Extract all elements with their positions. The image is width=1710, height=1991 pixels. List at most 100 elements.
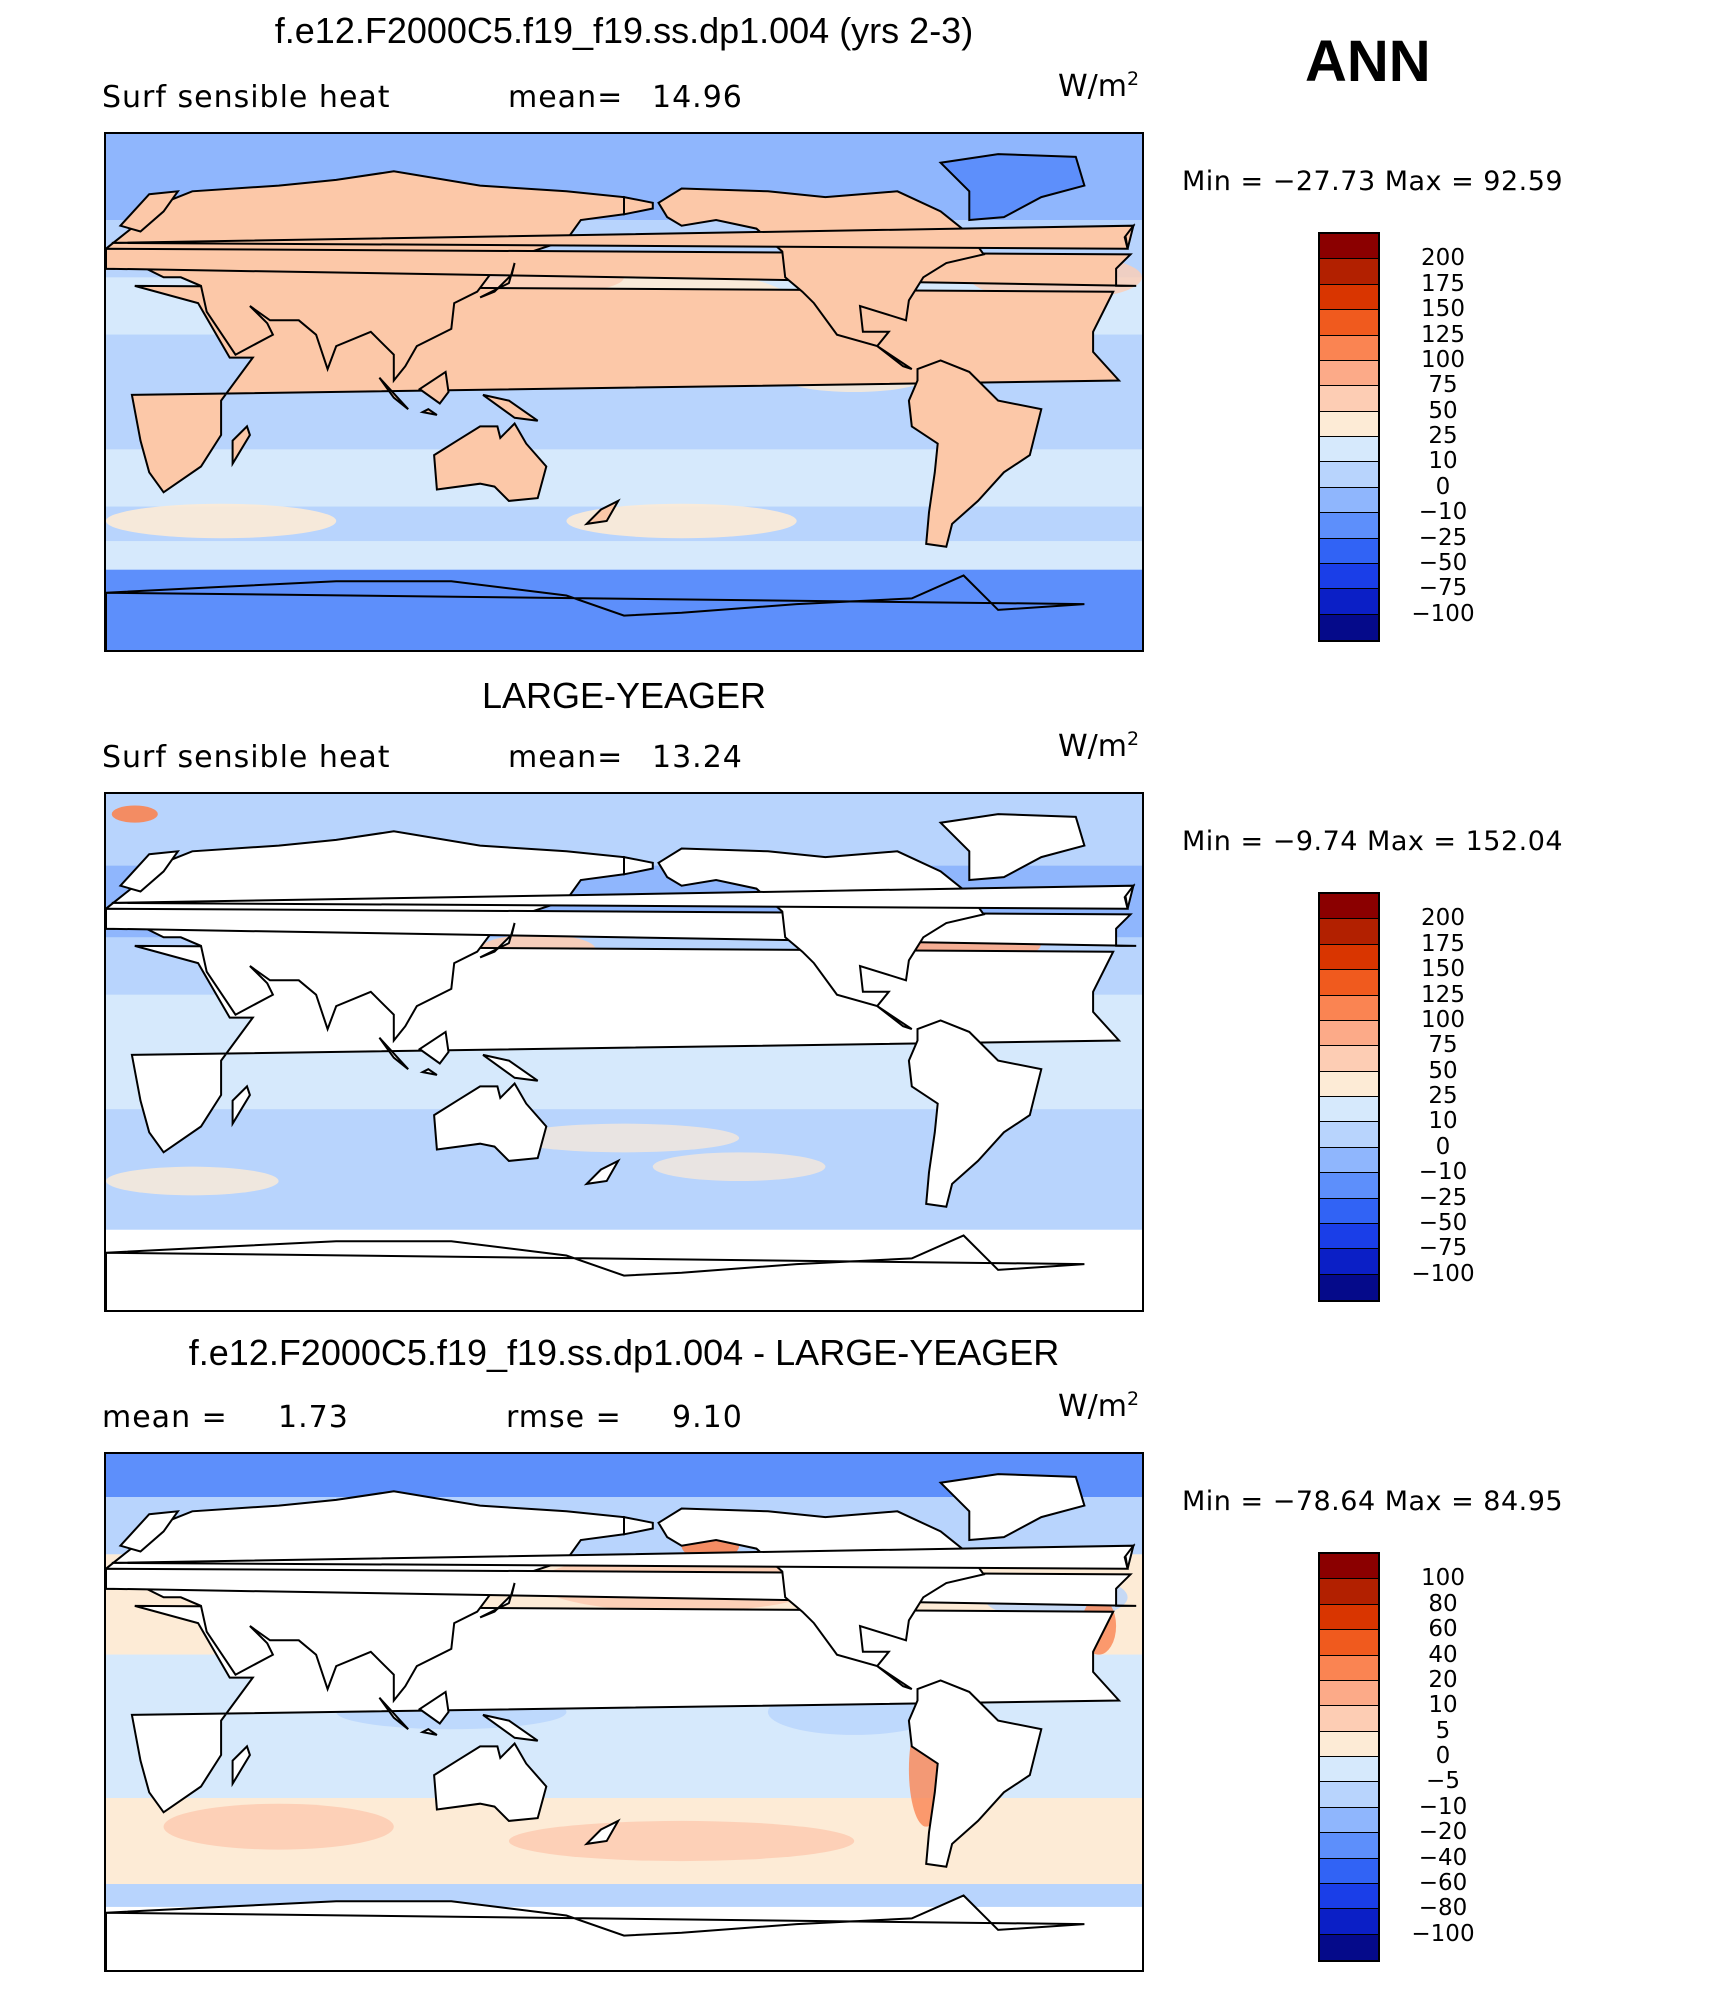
colorbar-swatch bbox=[1320, 1274, 1378, 1300]
colorbar-swatch bbox=[1320, 1680, 1378, 1707]
coastline bbox=[938, 1473, 1086, 1542]
panel-3-min-max: Min = −78.64 Max = 84.95 bbox=[1182, 1486, 1564, 1517]
coastline bbox=[378, 1037, 409, 1070]
colorbar-swatch bbox=[1320, 1909, 1378, 1935]
contour-band bbox=[106, 1166, 1142, 1230]
colorbar-label: 100 bbox=[1421, 1565, 1465, 1592]
colorbar-label: −10 bbox=[1418, 1793, 1468, 1820]
colorbar-label: −25 bbox=[1418, 1184, 1468, 1211]
coastline bbox=[118, 850, 180, 893]
coastline bbox=[907, 1019, 1043, 1208]
contour-band bbox=[106, 1906, 1142, 1970]
colorbar-label: 100 bbox=[1421, 346, 1465, 373]
colorbar-label: −75 bbox=[1418, 1235, 1468, 1262]
colorbar-label: −50 bbox=[1418, 549, 1468, 576]
colorbar-swatch bbox=[1320, 1071, 1378, 1097]
contour-region bbox=[508, 1820, 855, 1862]
colorbar-swatch bbox=[1320, 462, 1378, 488]
colorbar-label: 200 bbox=[1421, 905, 1465, 932]
colorbar-label: −5 bbox=[1426, 1768, 1460, 1795]
coastline bbox=[106, 1894, 1085, 1970]
colorbar-swatch bbox=[1320, 1198, 1378, 1224]
colorbar-label: −75 bbox=[1418, 575, 1468, 602]
coastline bbox=[111, 224, 1136, 250]
panel-2-min-max: Min = −9.74 Max = 152.04 bbox=[1182, 826, 1564, 857]
colorbar-swatch bbox=[1320, 1147, 1378, 1174]
colorbar-label: 25 bbox=[1428, 423, 1458, 449]
colorbar-swatch bbox=[1320, 1833, 1378, 1859]
coastline bbox=[907, 1679, 1043, 1868]
contour-region bbox=[566, 503, 797, 539]
season-label: ANN bbox=[1305, 29, 1431, 94]
contour-region bbox=[111, 805, 158, 823]
panel-1-mean-label: mean= bbox=[508, 80, 624, 115]
contour-band bbox=[106, 1884, 1142, 1907]
colorbar-swatch bbox=[1320, 411, 1378, 437]
panel-2-mean-value: 13.24 bbox=[652, 740, 743, 775]
panel-1-colorbar bbox=[1318, 232, 1380, 642]
colorbar-label: −80 bbox=[1418, 1895, 1468, 1922]
panel-1-variable-label: Surf sensible heat bbox=[102, 80, 391, 115]
colorbar-swatch bbox=[1320, 1046, 1378, 1072]
coastline bbox=[433, 421, 548, 502]
colorbar-swatch bbox=[1320, 335, 1378, 361]
coastline bbox=[378, 377, 409, 410]
colorbar-label: 50 bbox=[1428, 397, 1458, 424]
coastline bbox=[583, 1818, 621, 1846]
colorbar-label: 60 bbox=[1428, 1616, 1458, 1643]
colorbar-swatch bbox=[1320, 1604, 1378, 1631]
panel-1-min-max: Min = −27.73 Max = 92.59 bbox=[1182, 166, 1564, 197]
coastline bbox=[231, 1744, 251, 1788]
coastline bbox=[378, 1697, 409, 1730]
colorbar-label: 125 bbox=[1421, 321, 1465, 348]
contour-region bbox=[163, 1803, 394, 1850]
colorbar-swatch bbox=[1320, 259, 1378, 285]
coastline bbox=[479, 922, 516, 959]
colorbar-swatch bbox=[1320, 614, 1378, 640]
colorbar-label: 125 bbox=[1421, 981, 1465, 1008]
colorbar-swatch bbox=[1320, 1579, 1378, 1605]
colorbar-label: 0 bbox=[1435, 473, 1451, 500]
colorbar-swatch bbox=[1320, 1020, 1378, 1047]
colorbar-label: −20 bbox=[1418, 1819, 1468, 1846]
colorbar-label: 200 bbox=[1421, 245, 1465, 272]
colorbar-label: 150 bbox=[1421, 956, 1465, 983]
contour-region bbox=[508, 1123, 740, 1153]
panel-1-units: W/m2 bbox=[1058, 68, 1140, 104]
colorbar-label: −100 bbox=[1411, 600, 1475, 627]
coastline bbox=[433, 1081, 548, 1162]
colorbar-label: 10 bbox=[1428, 448, 1458, 475]
colorbar-label: −100 bbox=[1411, 1920, 1475, 1947]
colorbar-swatch bbox=[1320, 386, 1378, 412]
coastline bbox=[118, 190, 180, 233]
colorbar-swatch bbox=[1320, 1731, 1378, 1757]
coastline bbox=[231, 1084, 251, 1128]
coastline bbox=[106, 170, 625, 384]
panel-3-rmse-value: 9.10 bbox=[672, 1400, 743, 1435]
colorbar-label: 150 bbox=[1421, 296, 1465, 323]
coastline bbox=[106, 574, 1085, 650]
colorbar-label: 25 bbox=[1428, 1083, 1458, 1109]
coastline bbox=[583, 498, 621, 526]
coastline bbox=[106, 1234, 1085, 1310]
coastline bbox=[231, 424, 251, 468]
coastline bbox=[482, 1713, 539, 1742]
colorbar-label: 175 bbox=[1421, 930, 1465, 957]
panel-2-title: LARGE-YEAGER bbox=[481, 675, 767, 716]
coastline bbox=[417, 370, 450, 405]
colorbar-swatch bbox=[1320, 1934, 1378, 1960]
colorbar-label: −25 bbox=[1418, 524, 1468, 551]
colorbar-swatch bbox=[1320, 1122, 1378, 1148]
panel-2-map bbox=[104, 792, 1144, 1312]
panel-2-colorbar bbox=[1318, 892, 1380, 1302]
coastline bbox=[417, 1030, 450, 1065]
panel-2-variable-label: Surf sensible heat bbox=[102, 740, 391, 775]
colorbar-swatch bbox=[1320, 1223, 1378, 1250]
colorbar-label: 80 bbox=[1428, 1590, 1458, 1617]
coastline bbox=[118, 1510, 180, 1553]
colorbar-swatch bbox=[1320, 538, 1378, 564]
colorbar-swatch bbox=[1320, 513, 1378, 539]
contour-region bbox=[106, 1166, 279, 1196]
colorbar-label: 0 bbox=[1435, 1743, 1451, 1769]
colorbar-swatch bbox=[1320, 1883, 1378, 1910]
